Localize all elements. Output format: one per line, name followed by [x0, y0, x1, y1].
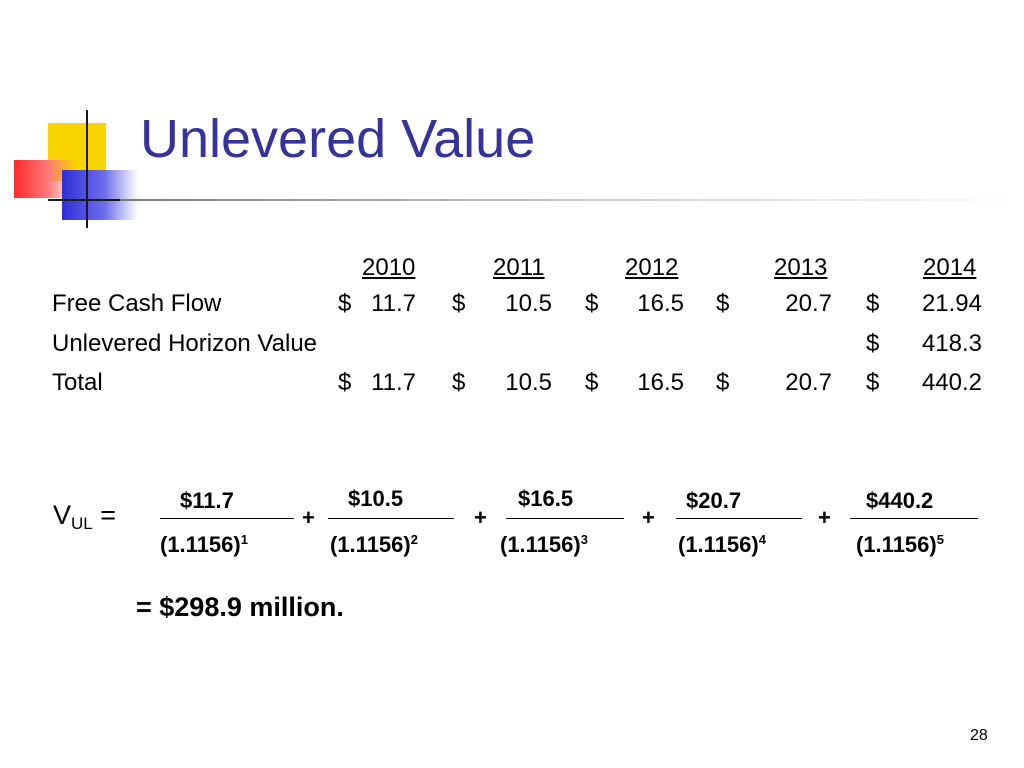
cell-value: 16.5 — [637, 290, 684, 317]
formula-result: = $298.9 million. — [136, 592, 344, 622]
title-rule-dark — [48, 199, 148, 201]
plus-sign: + — [474, 505, 487, 530]
row-label: Unlevered Horizon Value — [52, 330, 318, 357]
formula-v-letter: V — [53, 500, 72, 530]
fraction-bar — [676, 518, 802, 519]
fraction-denominator: (1.1156)2 — [330, 532, 418, 557]
currency-symbol: $ — [452, 369, 466, 396]
formula-v-subscript: UL — [71, 514, 93, 533]
currency-symbol: $ — [716, 290, 730, 317]
currency-symbol: $ — [338, 369, 352, 396]
currency-symbol: $ — [452, 290, 466, 317]
row-label: Total — [52, 369, 103, 396]
formula-equals: = — [100, 500, 117, 530]
plus-sign: + — [818, 505, 831, 530]
title-rule — [120, 199, 1024, 201]
page-number: 28 — [970, 727, 988, 744]
year-2014: 2014 — [923, 254, 977, 281]
slide-title: Unlevered Value — [140, 109, 536, 169]
formula-lhs: VUL = — [53, 500, 116, 534]
currency-symbol: $ — [716, 369, 730, 396]
cell-value: 440.2 — [921, 369, 982, 396]
year-2010: 2010 — [362, 254, 416, 281]
currency-symbol: $ — [585, 290, 599, 317]
plus-sign: + — [302, 505, 315, 530]
year-2013: 2013 — [774, 254, 828, 281]
fraction-denominator: (1.1156)1 — [160, 532, 248, 557]
currency-symbol: $ — [866, 369, 880, 396]
cell-value: 20.7 — [785, 290, 832, 317]
fraction-numerator: $10.5 — [348, 486, 404, 511]
fraction-numerator: $16.5 — [518, 486, 574, 511]
fraction-numerator: $11.7 — [180, 488, 234, 513]
fraction-bar — [328, 518, 454, 519]
fraction-numerator: $440.2 — [866, 488, 934, 513]
fraction-denominator: (1.1156)4 — [678, 532, 766, 557]
currency-symbol: $ — [338, 290, 352, 317]
cell-value: 418.3 — [921, 330, 982, 357]
cell-value: 21.94 — [921, 290, 982, 317]
fraction-bar — [160, 518, 294, 519]
fraction-denominator: (1.1156)5 — [856, 532, 944, 557]
year-2011: 2011 — [493, 254, 545, 281]
fraction-bar — [850, 518, 978, 519]
currency-symbol: $ — [585, 369, 599, 396]
currency-symbol: $ — [866, 290, 880, 317]
plus-sign: + — [642, 505, 655, 530]
logo-blue-square — [62, 170, 138, 220]
cell-value: 20.7 — [785, 369, 832, 396]
currency-symbol: $ — [866, 330, 880, 357]
fraction-bar — [506, 518, 624, 519]
cell-value: 16.5 — [637, 369, 684, 396]
cell-value: 10.5 — [505, 290, 552, 317]
row-label: Free Cash Flow — [52, 290, 222, 317]
fraction-denominator: (1.1156)3 — [500, 532, 588, 557]
logo-vertical-rule — [86, 110, 88, 228]
year-2012: 2012 — [625, 254, 679, 281]
fraction-numerator: $20.7 — [686, 488, 742, 513]
cell-value: 10.5 — [505, 369, 552, 396]
cell-value: 11.7 — [371, 290, 416, 317]
cell-value: 11.7 — [371, 369, 416, 396]
